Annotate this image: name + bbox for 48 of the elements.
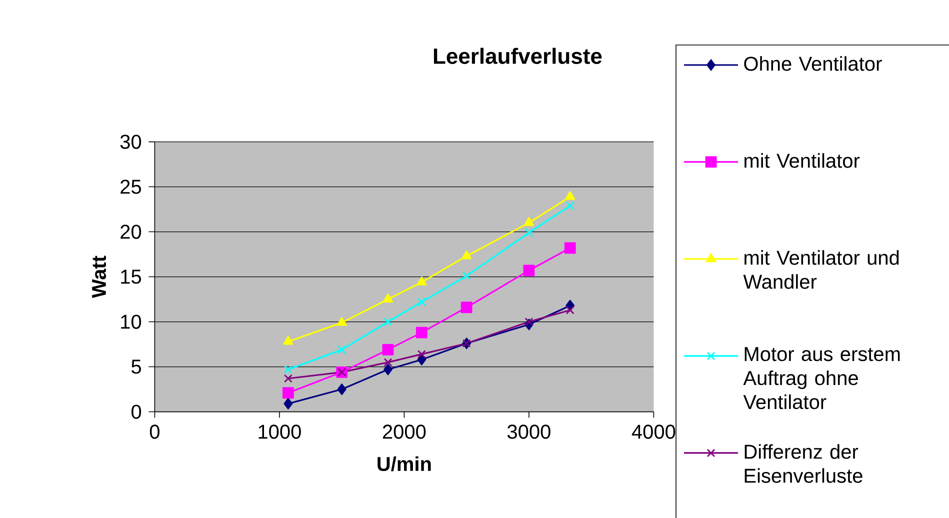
y-tick-label: 5 (132, 360, 141, 374)
point (524, 228, 534, 237)
point (523, 264, 535, 276)
point (524, 318, 534, 326)
legend-label: mit Ventilator (744, 153, 860, 168)
point (566, 201, 574, 210)
y-tick-label: 20 (120, 224, 142, 239)
point (416, 326, 428, 338)
point (417, 350, 426, 358)
point (284, 365, 292, 374)
point (336, 316, 347, 326)
point (460, 302, 472, 314)
point (565, 190, 576, 200)
point (284, 374, 292, 383)
point (566, 306, 574, 314)
point (416, 276, 427, 286)
legend-label: Differenz der Eisenverluste (744, 444, 862, 483)
point (384, 318, 392, 326)
x-tick-label: 2000 (382, 424, 426, 439)
legend-label: mit Ventilator und Wandler (743, 250, 899, 289)
point (282, 387, 294, 399)
x-axis-title: U/min (378, 456, 431, 472)
y-tick-label: 30 (120, 134, 142, 149)
x-tick-label: 4000 (632, 424, 676, 439)
y-axis-title: Watt (92, 256, 106, 298)
point (462, 250, 472, 260)
point (337, 384, 346, 395)
point (462, 272, 471, 280)
y-tick-label: 0 (131, 404, 142, 419)
point (384, 358, 392, 367)
x-tick-label: 0 (150, 424, 160, 439)
y-tick-label: 25 (120, 180, 141, 194)
point (338, 345, 346, 354)
chart-title: Leerlaufverluste (434, 48, 602, 64)
x-tick-label: 1000 (258, 424, 301, 439)
point (564, 242, 576, 254)
x-tick-label: 3000 (507, 424, 550, 439)
legend-label: Ohne Ventilator (744, 56, 882, 71)
point (283, 336, 294, 345)
y-tick-label: 15 (121, 270, 141, 284)
y-tick-label: 10 (121, 314, 142, 329)
point (382, 344, 394, 356)
point (284, 398, 293, 410)
legend-label: Motor aus erstem Auftrag ohne Ventilator (743, 347, 900, 410)
point (384, 364, 392, 376)
point (382, 294, 394, 302)
point (417, 298, 426, 306)
point (524, 217, 534, 226)
